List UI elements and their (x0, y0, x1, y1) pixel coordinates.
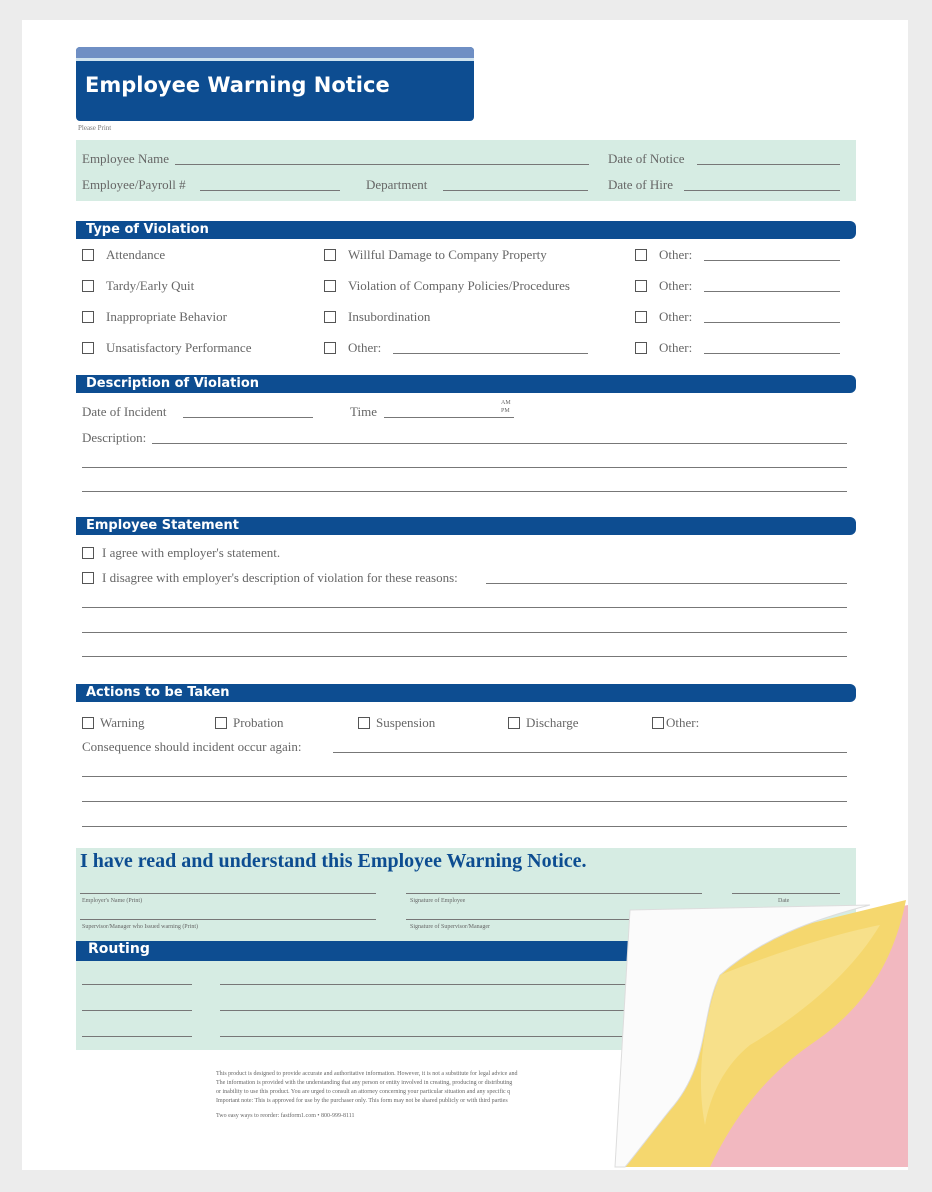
employee-name-field[interactable] (175, 164, 589, 165)
statement-line[interactable] (82, 632, 847, 633)
supervisor-name-field[interactable] (80, 919, 376, 920)
employee-signature-field[interactable] (406, 893, 702, 894)
department-field[interactable] (443, 190, 588, 191)
violation-col-1: Attendance Tardy/Early Quit Inappropriat… (82, 247, 251, 356)
checkbox-performance[interactable]: Unsatisfactory Performance (82, 340, 251, 356)
disclaimer: This product is designed to provide accu… (216, 1071, 518, 1119)
form-title: Employee Warning Notice (85, 73, 390, 97)
employee-name-label: Employee Name (82, 151, 169, 166)
statement-line[interactable] (82, 607, 847, 608)
description-line[interactable] (152, 443, 847, 444)
consequence-label: Consequence should incident occur again: (82, 739, 302, 754)
payroll-label: Employee/Payroll # (82, 177, 186, 192)
title-banner: Employee Warning Notice (76, 47, 474, 121)
date-of-notice-label: Date of Notice (608, 151, 685, 166)
checkbox-damage[interactable]: Willful Damage to Company Property (324, 247, 588, 263)
checkbox-other-action[interactable]: Other: (652, 715, 699, 731)
consequence-line[interactable] (333, 752, 847, 753)
time-label: Time (350, 404, 377, 419)
acknowledgement-text: I have read and understand this Employee… (80, 850, 587, 872)
date-label: Date (778, 898, 790, 904)
employer-name-label: Employer's Name (Print) (82, 898, 143, 904)
description-line[interactable] (82, 467, 847, 468)
checkbox-tardy[interactable]: Tardy/Early Quit (82, 278, 251, 294)
date-of-incident-label: Date of Incident (82, 404, 167, 419)
consequence-line[interactable] (82, 776, 847, 777)
checkbox-discharge[interactable]: Discharge (508, 715, 578, 731)
routing-line[interactable] (82, 984, 192, 985)
section-actions: Actions to be Taken (76, 684, 856, 702)
checkbox-agree[interactable]: I agree with employer's statement. (82, 545, 280, 561)
description-line[interactable] (82, 491, 847, 492)
white-copy (614, 904, 871, 1168)
violation-col-3: Other: Other: Other: Other: (635, 247, 841, 356)
checkbox-warning[interactable]: Warning (82, 715, 144, 731)
time-field[interactable] (384, 417, 514, 418)
description-label: Description: (82, 430, 147, 445)
yellow-curl (700, 925, 880, 1125)
date-of-notice-field[interactable] (697, 164, 840, 165)
checkbox-suspension[interactable]: Suspension (358, 715, 435, 731)
checkbox-attendance[interactable]: Attendance (82, 247, 251, 263)
statement-line[interactable] (82, 656, 847, 657)
routing-line[interactable] (220, 984, 640, 985)
violation-col-2: Willful Damage to Company Property Viola… (324, 247, 589, 356)
department-label: Department (366, 177, 428, 192)
routing-line[interactable] (82, 1010, 192, 1011)
am-label: AM (501, 400, 511, 406)
checkbox-disagree[interactable]: I disagree with employer's description o… (82, 570, 458, 586)
supervisor-signature-label: Signature of Supervisor/Manager (410, 924, 490, 930)
date-of-hire-field[interactable] (684, 190, 840, 191)
checkbox-other-3a[interactable]: Other: (635, 247, 841, 263)
statement-line[interactable] (486, 583, 847, 584)
carbonless-copies-illustration (614, 900, 908, 1168)
checkbox-other-3d[interactable]: Other: (635, 340, 841, 356)
routing-line[interactable] (220, 1036, 640, 1037)
consequence-line[interactable] (82, 826, 847, 827)
checkbox-behavior[interactable]: Inappropriate Behavior (82, 309, 251, 325)
please-print-note: Please Print (78, 124, 112, 132)
checkbox-other-3c[interactable]: Other: (635, 309, 841, 325)
checkbox-policies[interactable]: Violation of Company Policies/Procedures (324, 278, 588, 294)
routing-line[interactable] (220, 1010, 640, 1011)
checkbox-probation[interactable]: Probation (215, 715, 284, 731)
date-of-incident-field[interactable] (183, 417, 313, 418)
checkbox-other-3b[interactable]: Other: (635, 278, 841, 294)
section-employee-statement: Employee Statement (76, 517, 856, 535)
employer-name-field[interactable] (80, 893, 376, 894)
consequence-line[interactable] (82, 801, 847, 802)
checkbox-insubordination[interactable]: Insubordination (324, 309, 588, 325)
date-field[interactable] (732, 893, 840, 894)
date-of-hire-label: Date of Hire (608, 177, 673, 192)
supervisor-name-label: Supervisor/Manager who Issued warning (P… (82, 924, 198, 930)
routing-line[interactable] (82, 1036, 192, 1037)
supervisor-signature-field[interactable] (406, 919, 702, 920)
pm-label: PM (501, 408, 510, 414)
section-description: Description of Violation (76, 375, 856, 393)
checkbox-other-2[interactable]: Other: (324, 340, 589, 356)
section-type-of-violation: Type of Violation (76, 221, 856, 239)
employee-signature-label: Signature of Employee (410, 898, 466, 904)
employee-info-panel (76, 140, 856, 201)
payroll-field[interactable] (200, 190, 340, 191)
